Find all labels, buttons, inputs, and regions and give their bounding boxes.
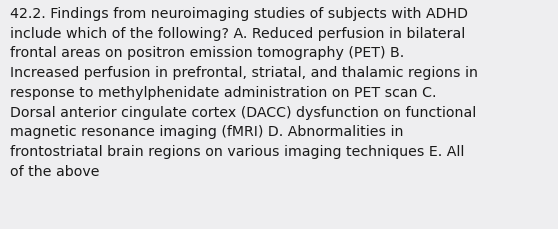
Text: 42.2. Findings from neuroimaging studies of subjects with ADHD
include which of : 42.2. Findings from neuroimaging studies… — [10, 7, 478, 178]
